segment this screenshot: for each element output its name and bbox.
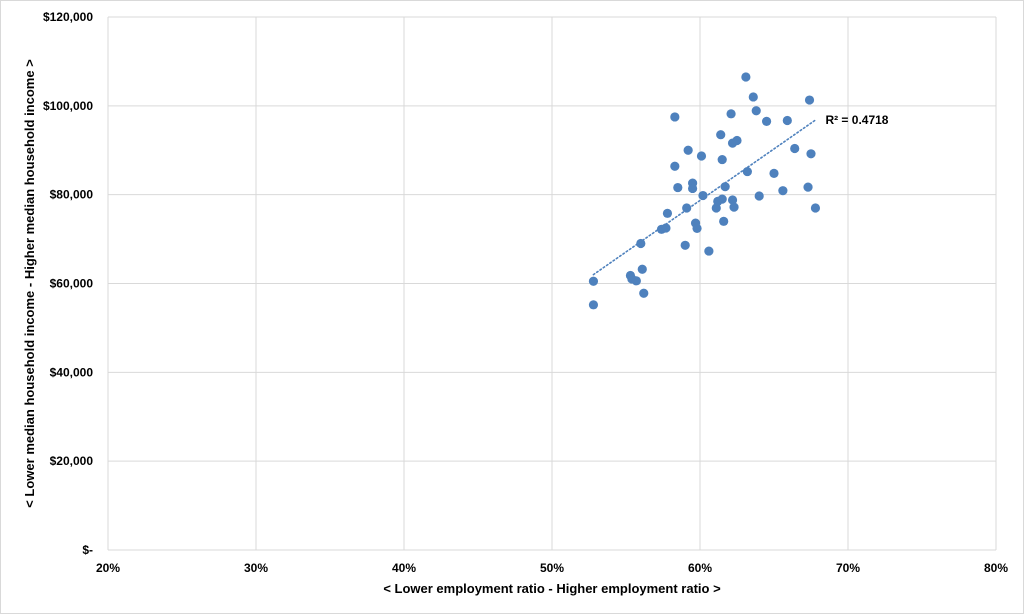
data-point [680, 240, 690, 250]
data-point [717, 194, 727, 204]
data-point [588, 276, 599, 286]
data-point [727, 195, 738, 205]
data-point [762, 116, 772, 126]
data-point [661, 223, 671, 233]
data-point [639, 288, 649, 298]
data-point [696, 151, 707, 161]
data-point [720, 182, 730, 192]
data-point [692, 223, 702, 234]
y-tick-label: $120,000 [43, 10, 93, 24]
data-point [778, 186, 788, 196]
x-tick-label: 60% [688, 561, 712, 575]
data-point [729, 202, 739, 212]
data-point [704, 246, 714, 256]
data-point [716, 130, 726, 140]
y-tick-label: $60,000 [50, 277, 94, 291]
data-point [683, 145, 693, 155]
data-point [637, 264, 647, 274]
data-point [754, 191, 764, 201]
y-tick-label: $100,000 [43, 99, 93, 113]
data-point [769, 168, 779, 178]
data-point [673, 182, 683, 193]
x-tick-label: 80% [984, 561, 1008, 575]
y-axis-title: < Lower median household income - Higher… [22, 59, 37, 508]
y-tick-label: $- [82, 543, 93, 557]
x-tick-label: 40% [392, 561, 416, 575]
data-point [732, 135, 742, 146]
data-point [782, 115, 792, 126]
data-point [688, 183, 698, 194]
data-point [670, 161, 680, 171]
data-point [748, 92, 758, 102]
data-point [803, 182, 813, 192]
x-tick-label: 30% [244, 561, 268, 575]
x-tick-label: 70% [836, 561, 860, 575]
data-point [662, 208, 673, 218]
data-point [810, 203, 821, 213]
x-axis-title: < Lower employment ratio - Higher employ… [383, 581, 721, 596]
x-tick-label: 20% [96, 561, 120, 575]
data-point [631, 276, 641, 286]
data-point [751, 106, 761, 116]
tick-labels: 20% 30% 40% 50% 60% 70% 80% $- $20,000 $40,000 $60… [43, 10, 1008, 575]
data-point [806, 149, 816, 159]
data-point [698, 190, 708, 201]
data-point [741, 72, 751, 82]
trendline-r2-label: R² = 0.4718 [825, 113, 888, 127]
data-point [726, 109, 736, 119]
gridlines [107, 16, 997, 551]
data-point [670, 112, 680, 122]
data-point [790, 143, 800, 154]
data-point [742, 166, 752, 177]
y-tick-label: $80,000 [50, 188, 94, 202]
data-point [717, 154, 727, 165]
data-point [682, 203, 692, 213]
y-tick-label: $20,000 [50, 454, 94, 468]
data-point [636, 238, 646, 249]
data-points [588, 72, 821, 310]
data-point [719, 216, 729, 226]
x-tick-label: 50% [540, 561, 564, 575]
data-point [804, 95, 815, 105]
data-point [588, 300, 599, 310]
y-tick-label: $40,000 [50, 365, 94, 379]
